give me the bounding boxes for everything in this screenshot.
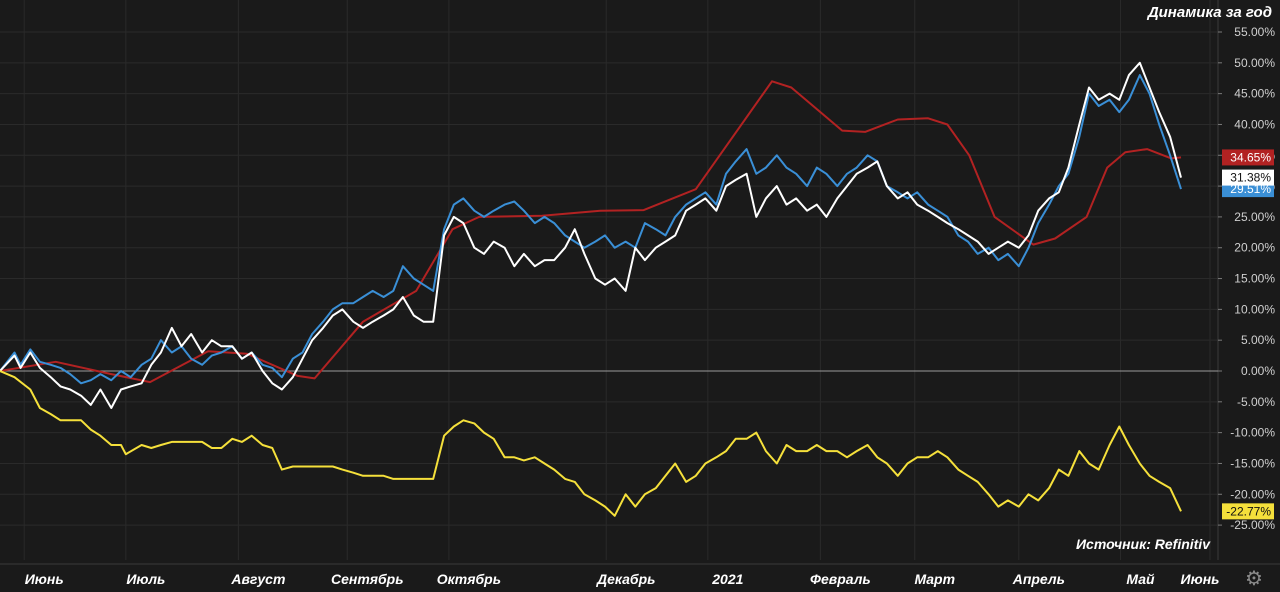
chart-title: Динамика за год <box>1147 4 1272 21</box>
y-tick-label: 55.00% <box>1234 25 1275 39</box>
x-tick-label: Август <box>230 571 285 587</box>
series-line-3 <box>0 370 1182 517</box>
x-tick-label: Сентябрь <box>331 571 404 587</box>
series-line-2 <box>0 61 1182 409</box>
y-tick-label: 15.00% <box>1234 272 1275 286</box>
last-value-badge <box>1222 503 1274 520</box>
series-line-1 <box>0 74 1182 385</box>
x-tick-label: Июнь <box>1181 571 1220 587</box>
y-tick-label: 45.00% <box>1234 87 1275 101</box>
source-note: Источник: Refinitiv <box>1075 536 1210 552</box>
y-tick-label: 40.00% <box>1234 117 1275 131</box>
y-tick-label: 10.00% <box>1234 302 1275 316</box>
y-tick-label: -15.00% <box>1230 456 1275 470</box>
y-tick-label: -5.00% <box>1237 395 1275 409</box>
series-lines <box>0 61 1182 517</box>
y-tick-label: 20.00% <box>1234 241 1275 255</box>
last-value-badge <box>1222 149 1274 166</box>
x-tick-label: 2021 <box>711 571 743 587</box>
x-tick-label: Июнь <box>25 571 64 587</box>
last-value-label: 29.51% <box>1230 182 1271 196</box>
gear-icon[interactable]: ⚙ <box>1245 568 1263 590</box>
y-tick-label: -10.00% <box>1230 426 1275 440</box>
x-tick-label: Май <box>1126 571 1155 587</box>
last-value-label: -22.77% <box>1226 504 1271 518</box>
x-tick-label: Февраль <box>810 571 871 587</box>
x-tick-label: Март <box>914 571 955 587</box>
x-tick-label: Декабрь <box>596 571 655 587</box>
y-tick-label: 25.00% <box>1234 210 1275 224</box>
x-axis: Июнь Июль Август Сентябрь Октябрь Декабрь 2021… <box>25 571 1220 587</box>
x-tick-label: Апрель <box>1012 571 1065 587</box>
y-tick-label: 5.00% <box>1241 333 1275 347</box>
y-axis: 55.00%50.00%45.00%40.00%35.00%30.00%25.0… <box>1218 25 1275 532</box>
y-tick-label: -25.00% <box>1230 518 1275 532</box>
last-value-labels: 34.65% 29.51%31.38% -22.77% <box>1222 149 1274 520</box>
y-tick-label: 50.00% <box>1234 56 1275 70</box>
series-line-0 <box>0 80 1182 384</box>
x-tick-label: Октябрь <box>437 571 501 587</box>
y-tick-label: 0.00% <box>1241 364 1275 378</box>
last-value-badge <box>1222 169 1274 186</box>
x-tick-label: Июль <box>126 571 165 587</box>
last-value-label: 34.65% <box>1230 150 1271 164</box>
y-tick-label: -20.00% <box>1230 487 1275 501</box>
last-value-label: 31.38% <box>1230 171 1271 185</box>
